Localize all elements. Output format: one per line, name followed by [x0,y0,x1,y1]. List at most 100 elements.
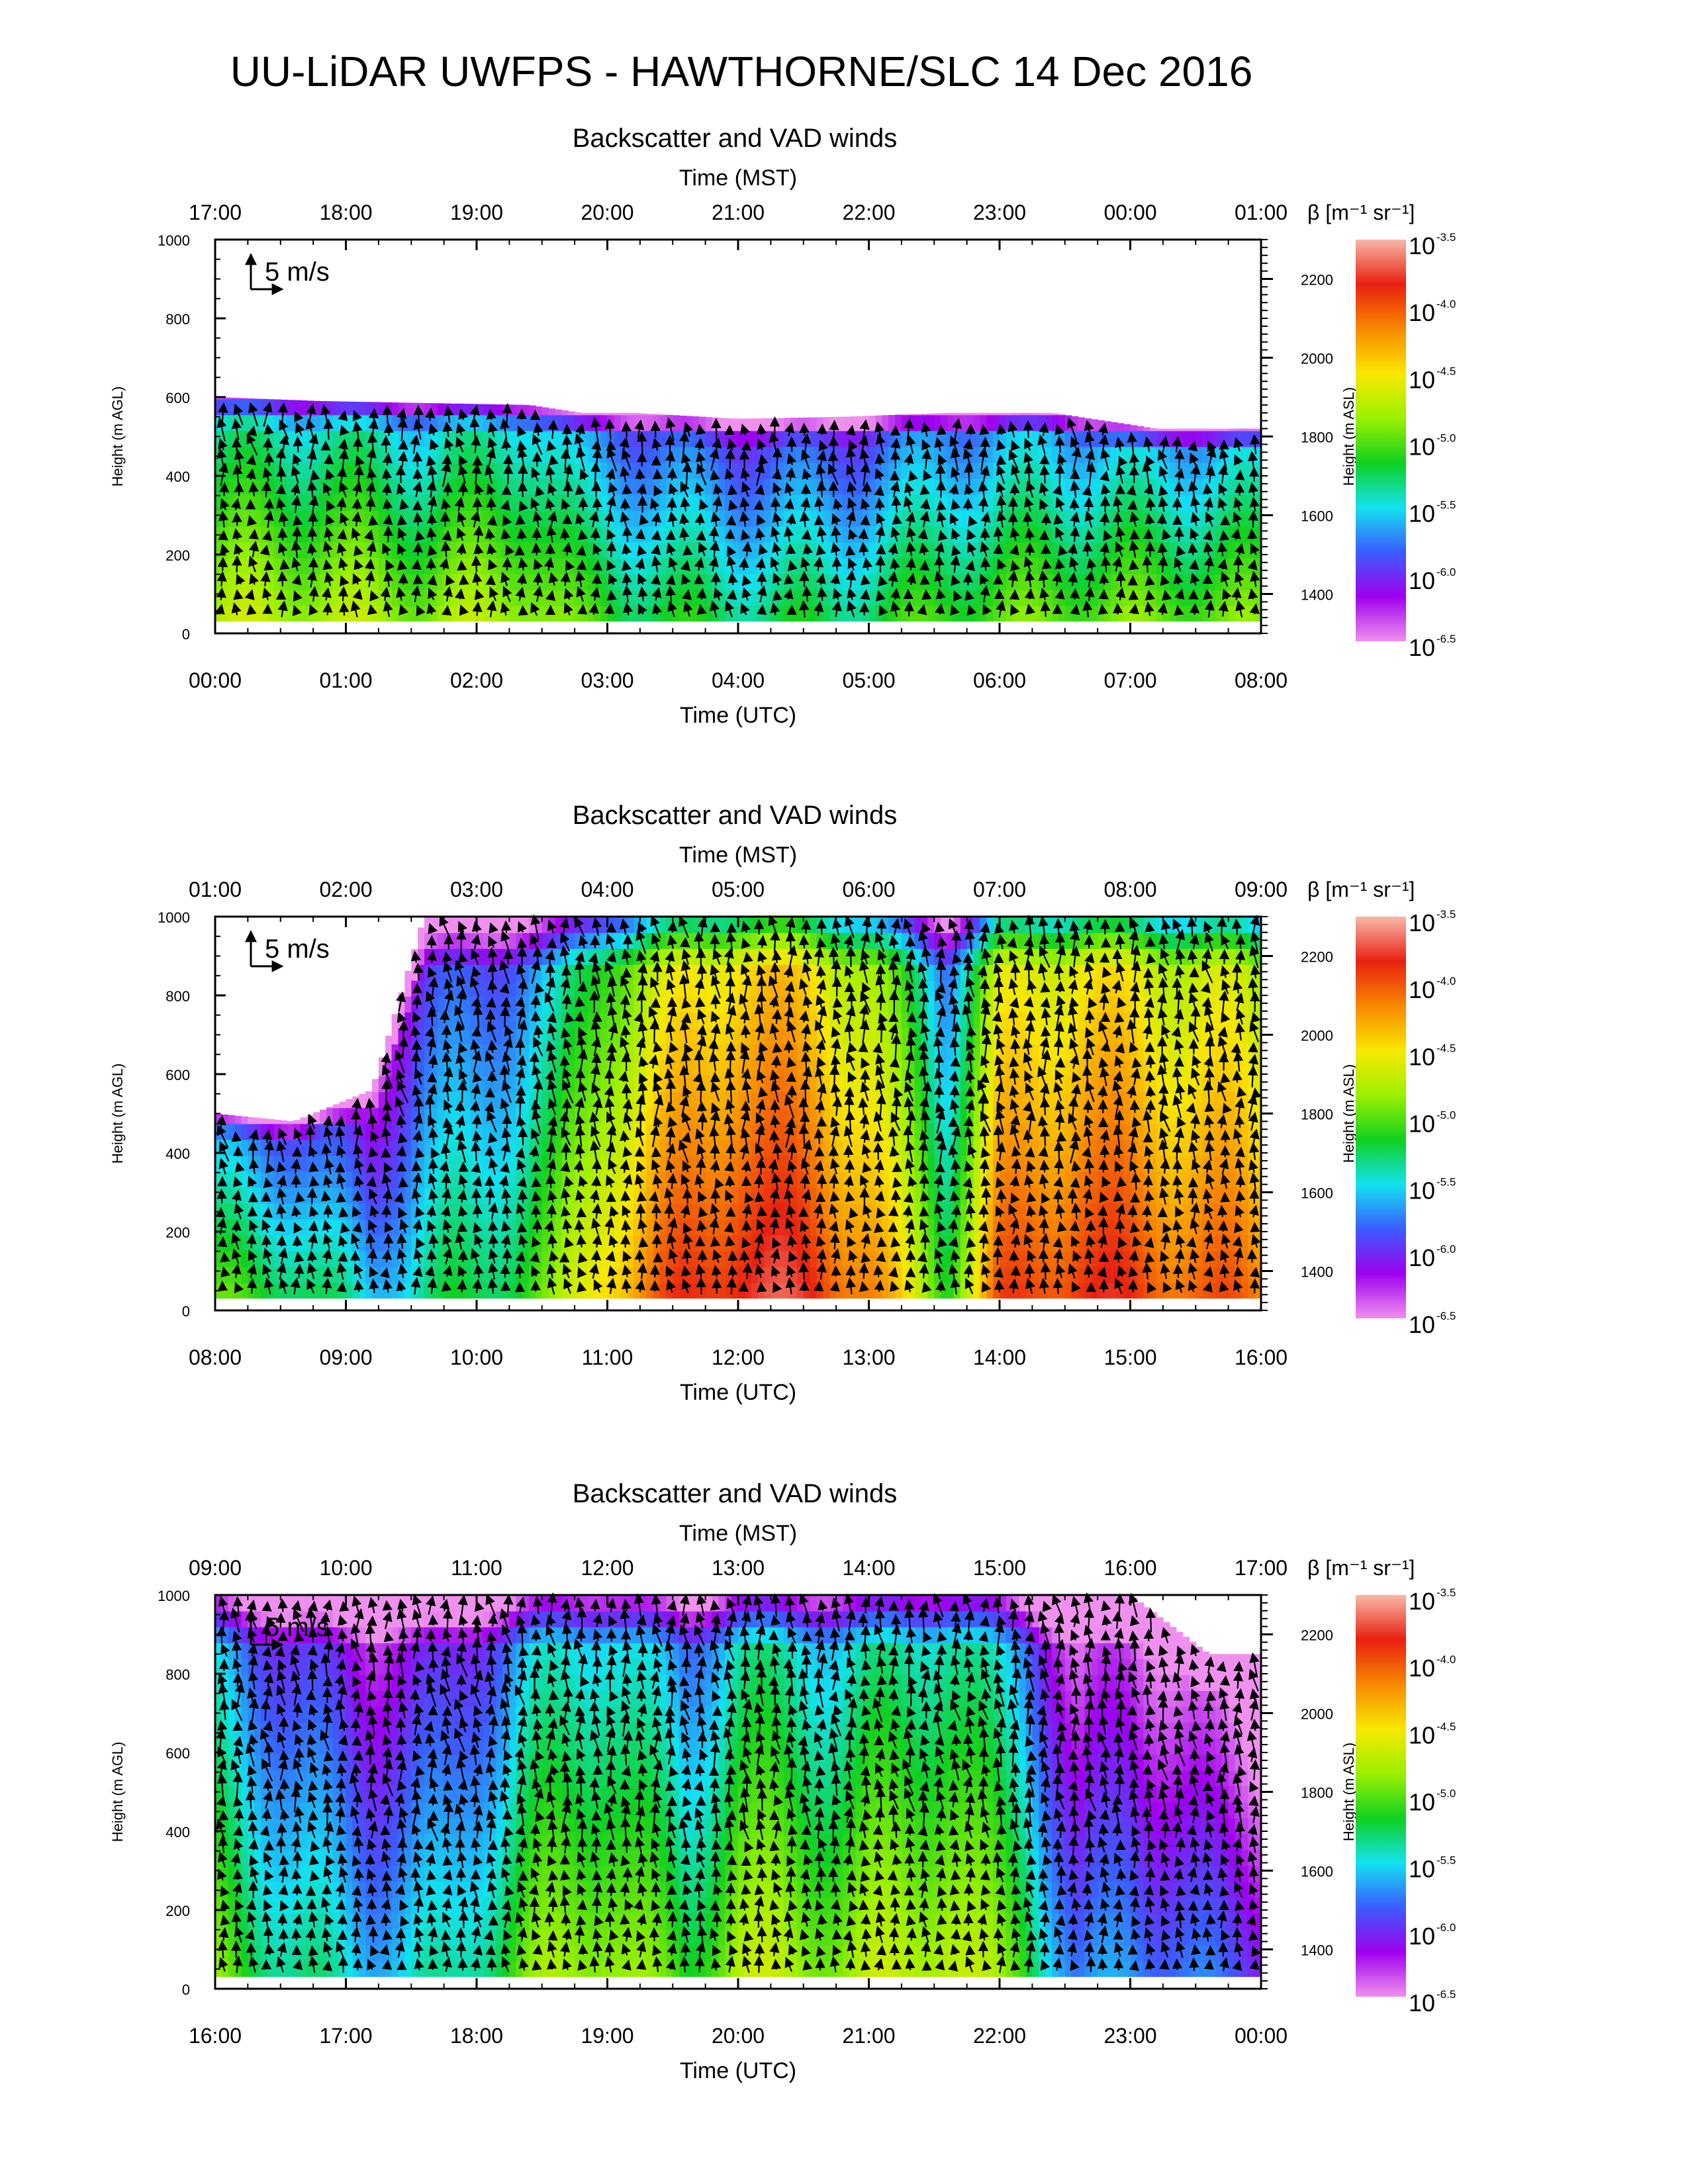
wind-arrow [1203,1219,1214,1232]
wind-arrow [336,1778,346,1792]
wind-arrow [726,1809,737,1821]
wind-arrow [606,1882,617,1896]
wind-arrow [757,1281,767,1293]
wind-arrow [248,540,259,558]
wind-arrow [1172,1175,1183,1187]
colorbar-tick-exponent: -5.0 [1436,1109,1456,1122]
wind-arrow [308,1161,319,1173]
left-tick-label: 0 [182,626,190,643]
wind-arrow [1068,1853,1079,1866]
wind-arrow [518,605,529,616]
wind-arrow [726,515,737,525]
wind-arrow [816,966,826,978]
wind-arrow [488,1233,499,1249]
wind-arrow [487,515,497,526]
wind-arrow [1217,1205,1228,1218]
top-axis-label: Time (MST) [679,165,797,191]
wind-arrow [592,1656,602,1674]
wind-arrow [560,571,571,586]
wind-arrow [785,931,796,952]
wind-arrow [291,539,302,558]
wind-arrow [996,454,1007,466]
wind-arrow [279,1854,289,1866]
wind-arrow [351,527,361,541]
wind-arrow [399,604,409,616]
colorbar-tick-base: 10 [1409,1177,1435,1205]
wind-arrow [741,1884,751,1895]
wind-arrow [457,464,468,484]
wind-arrow [574,1011,585,1022]
wind-arrow [487,437,498,452]
wind-arrow [845,1958,856,1971]
wind-arrow [608,573,618,585]
wind-arrow [667,497,677,511]
wind-arrow [887,1870,898,1881]
wind-arrow [310,469,320,481]
wind-arrow [1068,1835,1079,1854]
wind-arrow [456,929,467,954]
wind-arrow [726,1688,737,1702]
wind-arrow [517,1623,528,1647]
wind-arrow [995,1743,1006,1766]
wind-arrow [338,449,349,470]
top-tick-label: 18:00 [319,201,372,224]
wind-arrow [1097,1698,1107,1721]
wind-arrow [425,408,436,421]
top-tick-label: 00:00 [1103,201,1156,224]
wind-arrow [1248,510,1258,528]
wind-arrow [259,544,270,556]
wind-arrow [500,528,511,540]
wind-arrow [965,1867,976,1882]
wind-arrow [621,560,632,571]
wind-arrow [667,511,678,527]
wind-arrow [1218,1220,1229,1232]
left-tick-label: 400 [165,469,190,485]
wind-arrow [711,418,722,441]
wind-arrow [1220,1130,1231,1143]
wind-arrow [845,545,856,556]
wind-arrow [336,1899,346,1910]
wind-arrow [486,447,496,471]
wind-arrow [1098,1279,1109,1293]
wind-arrow [1145,1099,1156,1113]
wind-arrow [1009,1250,1019,1262]
top-tick-label: 17:00 [1235,1556,1288,1580]
wind-arrow [455,436,465,453]
wind-arrow [428,423,438,435]
wind-arrow [710,1236,721,1248]
wind-arrow [263,560,274,571]
wind-arrow [532,1218,543,1233]
wind-arrow [786,1071,796,1082]
wind-arrow [816,1116,827,1127]
colorbar-tick-base: 10 [1409,1043,1435,1070]
wind-arrow [935,1840,946,1852]
wind-arrow [352,481,363,497]
wind-arrow [875,964,886,979]
wind-arrow [233,1796,244,1807]
wind-arrow [829,1173,839,1189]
wind-arrow [576,586,586,602]
wind-arrow [533,559,543,570]
wind-arrow [994,1279,1005,1293]
wind-arrow [244,589,255,600]
wind-arrow [906,1899,916,1910]
colorbar-tick-base: 10 [1409,366,1435,393]
wind-arrow [708,525,720,542]
wind-arrow [620,511,630,527]
right-tick-label: 1800 [1301,1785,1333,1801]
left-tick-label: 600 [165,1067,190,1083]
wind-arrow [322,559,333,570]
wind-arrow [474,482,485,496]
wind-arrow [487,422,498,437]
top-tick-label: 06:00 [842,878,895,901]
wind-arrow [1098,604,1108,615]
wind-arrow [829,1064,840,1088]
wind-arrow [261,480,272,498]
wind-arrow [324,526,334,541]
scale-arrow: 5 m/s [245,253,330,289]
wind-arrow [427,1641,438,1659]
wind-arrow [291,1146,303,1157]
top-tick-label: 13:00 [712,1556,765,1580]
wind-arrow [727,484,738,496]
wind-arrow [352,1661,362,1672]
